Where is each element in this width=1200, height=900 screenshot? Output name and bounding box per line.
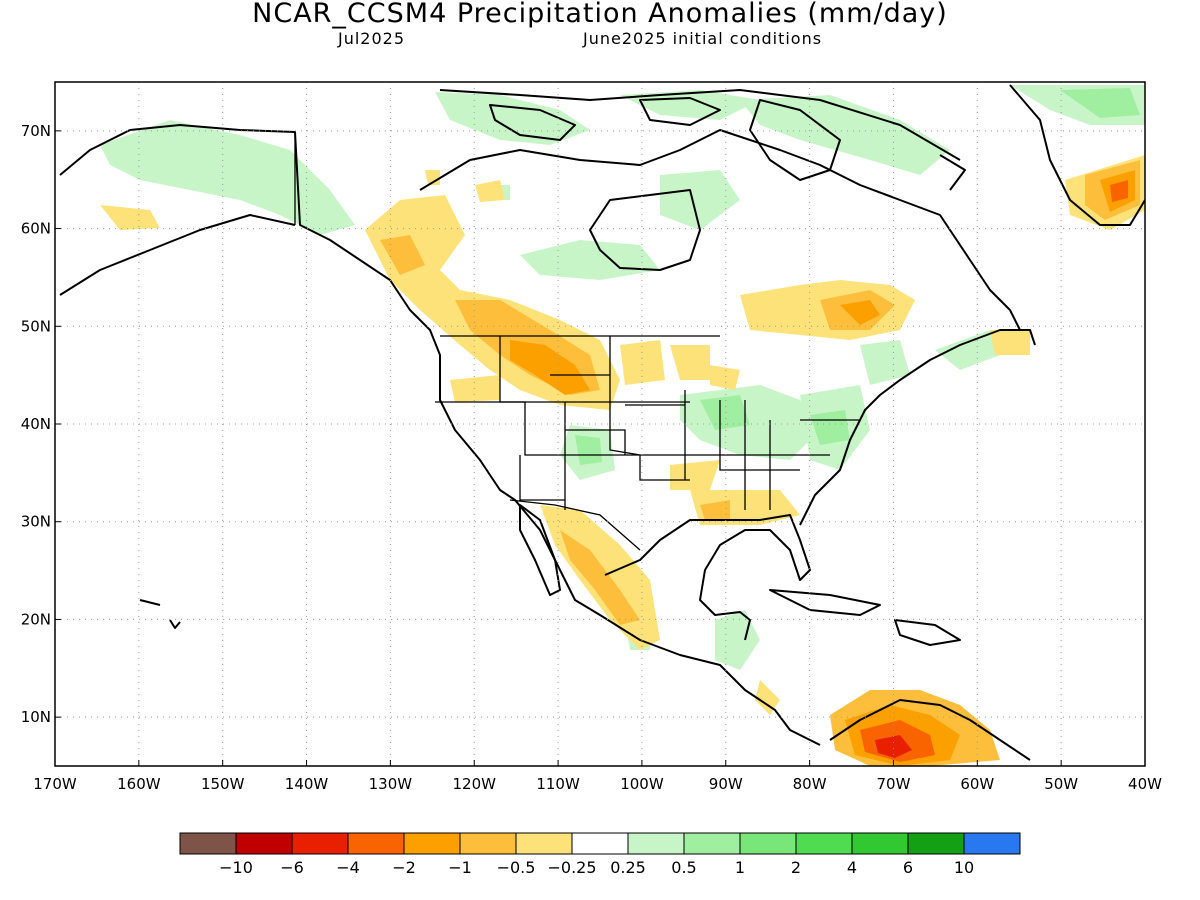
colorbar-label: −1 <box>448 858 472 877</box>
latitude-label: 50N <box>21 317 51 335</box>
colorbar-label: 2 <box>791 858 801 877</box>
latitude-label: 30N <box>21 513 51 531</box>
map-title: NCAR_CCSM4 Precipitation Anomalies (mm/d… <box>252 0 948 29</box>
colorbar-label: 4 <box>847 858 857 877</box>
colorbar-swatch <box>907 832 965 855</box>
colorbar-swatch <box>403 832 461 855</box>
graticule <box>55 82 1145 766</box>
colorbar-label: 1 <box>735 858 745 877</box>
colorbar-swatch <box>515 832 573 855</box>
colorbar-label: −0.25 <box>547 858 596 877</box>
dry-anomaly-areas <box>100 155 1145 715</box>
colorbar-label: −6 <box>280 858 304 877</box>
latitude-label: 10N <box>21 708 51 726</box>
colorbar-swatch <box>851 832 909 855</box>
longitude-label: 120W <box>452 775 496 793</box>
political-borders <box>294 132 860 551</box>
colorbar-swatch <box>795 832 853 855</box>
longitude-labels: 170W 160W 150W 140W 130W 120W 110W 100W 90W 80W 70… <box>33 760 1162 793</box>
longitude-label: 40W <box>1128 775 1162 793</box>
colorbar-swatch <box>459 832 517 855</box>
colorbar-label: 0.5 <box>671 858 696 877</box>
longitude-label: 110W <box>536 775 580 793</box>
colorbar-labels: −10 −6 −4 −2 −1 −0.5 −0.25 0.25 0.5 1 2 4 6 10 <box>219 858 974 877</box>
longitude-label: 80W <box>793 775 827 793</box>
colorbar-swatch <box>347 832 405 855</box>
colorbar-swatch <box>179 832 237 855</box>
map-plot-area <box>59 84 1145 766</box>
latitude-label: 70N <box>21 122 51 140</box>
longitude-label: 150W <box>201 775 245 793</box>
colorbar-label: −10 <box>219 858 253 877</box>
longitude-label: 70W <box>877 775 911 793</box>
colorbar-swatch <box>571 832 629 855</box>
colorbar-label: −0.5 <box>497 858 536 877</box>
colorbar-label: −2 <box>392 858 416 877</box>
colorbar-label: 10 <box>954 858 974 877</box>
latitude-label: 20N <box>21 610 51 628</box>
longitude-label: 130W <box>369 775 413 793</box>
longitude-label: 50W <box>1044 775 1078 793</box>
initial-conditions-label: June2025 initial conditions <box>583 29 823 48</box>
colorbar-swatch <box>291 832 349 855</box>
latitude-label: 40N <box>21 415 51 433</box>
colorbar-label: 6 <box>903 858 913 877</box>
colorbar-swatch <box>627 832 685 855</box>
colorbar <box>179 832 1021 855</box>
colorbar-swatch <box>963 832 1021 855</box>
coastlines <box>59 84 1145 761</box>
longitude-label: 90W <box>709 775 743 793</box>
colorbar-swatch <box>235 832 293 855</box>
colorbar-swatch <box>683 832 741 855</box>
longitude-label: 100W <box>620 775 664 793</box>
longitude-label: 170W <box>33 775 77 793</box>
colorbar-label: −4 <box>336 858 360 877</box>
longitude-label: 160W <box>117 775 161 793</box>
valid-month-label: Jul2025 <box>338 29 406 48</box>
latitude-labels: 70N 60N 50N 40N 30N 20N 10N <box>21 122 61 726</box>
latitude-label: 60N <box>21 220 51 238</box>
colorbar-swatch <box>739 832 797 855</box>
longitude-label: 140W <box>285 775 329 793</box>
colorbar-label: 0.25 <box>610 858 646 877</box>
longitude-label: 60W <box>960 775 994 793</box>
